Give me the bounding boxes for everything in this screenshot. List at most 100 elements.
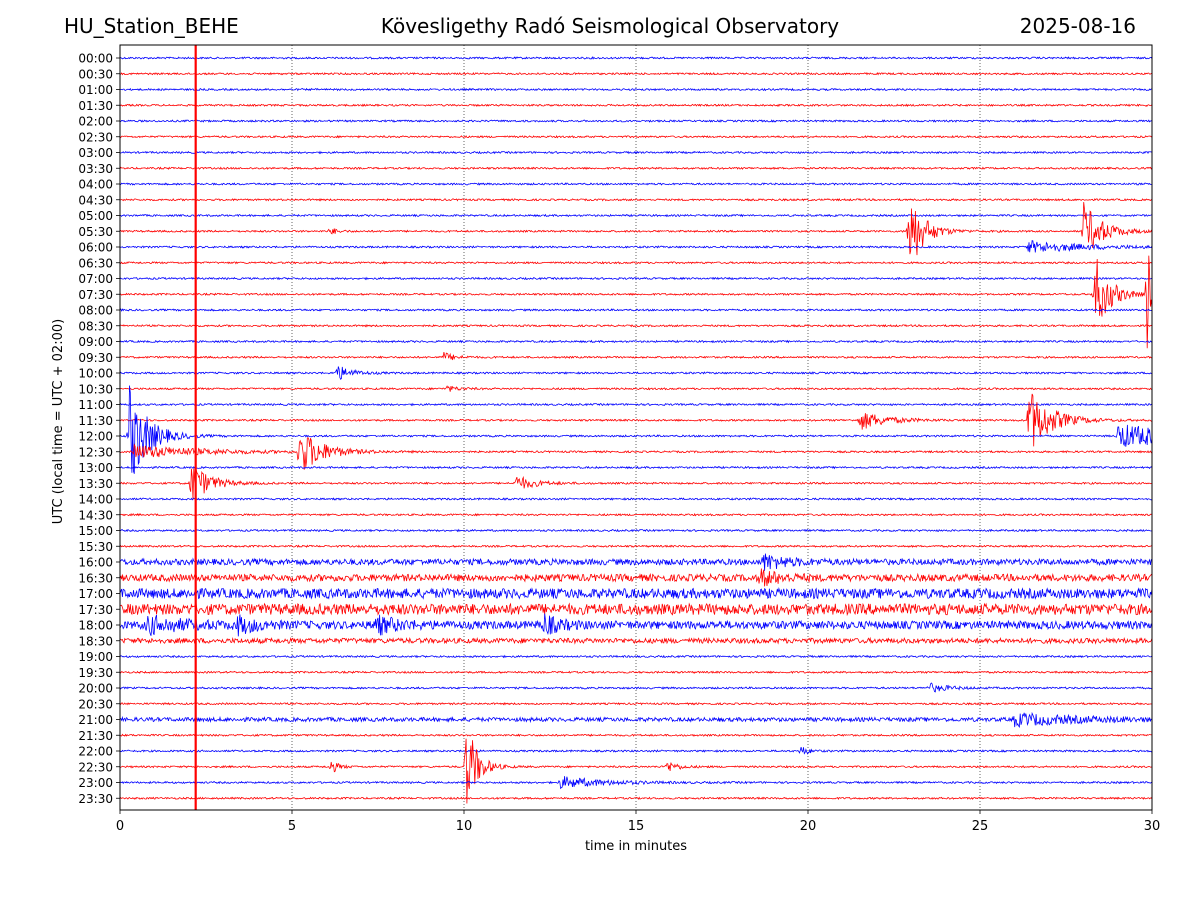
y-tick-label: 16:30 <box>78 571 113 585</box>
trace-0500 <box>120 213 1152 218</box>
y-tick-label: 22:00 <box>78 745 113 759</box>
trace-0630 <box>120 260 1152 265</box>
y-tick-label: 01:00 <box>78 83 113 97</box>
trace-2230 <box>120 738 1152 804</box>
x-tick-label: 0 <box>116 819 124 834</box>
trace-1630 <box>120 568 1152 587</box>
y-tick-label: 10:30 <box>78 382 113 396</box>
x-axis-label: time in minutes <box>585 839 687 854</box>
y-tick-label: 05:30 <box>78 225 113 239</box>
trace-1800 <box>120 613 1152 637</box>
trace-1900 <box>120 654 1152 659</box>
x-tick-label: 5 <box>288 819 296 834</box>
trace-2130 <box>120 733 1152 737</box>
trace-0300 <box>120 150 1152 155</box>
trace-2100 <box>120 711 1152 728</box>
x-tick-label: 20 <box>800 819 817 834</box>
y-tick-label: 23:00 <box>78 776 113 790</box>
y-tick-label: 11:00 <box>78 398 113 412</box>
trace-0900 <box>120 339 1152 344</box>
y-tick-label: 11:30 <box>78 414 113 428</box>
y-tick-label: 01:30 <box>78 99 113 113</box>
y-tick-label: 15:30 <box>78 540 113 554</box>
trace-1830 <box>120 636 1152 645</box>
trace-1230 <box>120 437 1152 470</box>
y-tick-label: 23:30 <box>78 792 113 806</box>
y-tick-label: 15:00 <box>78 524 113 538</box>
y-tick-label: 07:30 <box>78 288 113 302</box>
y-tick-label: 21:30 <box>78 729 113 743</box>
y-tick-label: 09:00 <box>78 335 113 349</box>
trace-0200 <box>120 119 1152 123</box>
y-tick-label: 08:00 <box>78 304 113 318</box>
trace-1500 <box>120 528 1152 533</box>
trace-0800 <box>120 308 1152 312</box>
x-tick-label: 30 <box>1144 819 1161 834</box>
trace-1730 <box>120 602 1152 617</box>
y-tick-label: 12:00 <box>78 430 113 444</box>
trace-0700 <box>120 276 1152 281</box>
y-tick-label: 13:00 <box>78 461 113 475</box>
y-tick-label: 03:30 <box>78 162 113 176</box>
y-tick-label: 00:30 <box>78 67 113 81</box>
y-tick-label: 04:00 <box>78 178 113 192</box>
y-tick-label: 09:30 <box>78 351 113 365</box>
trace-0400 <box>120 182 1152 186</box>
x-tick-label: 15 <box>628 819 645 834</box>
record-date: 2025-08-16 <box>1019 14 1136 38</box>
trace-0530 <box>120 202 1152 256</box>
y-tick-label: 20:00 <box>78 682 113 696</box>
y-tick-label: 14:00 <box>78 493 113 507</box>
trace-2330 <box>120 796 1152 801</box>
trace-1030 <box>120 385 1152 392</box>
y-tick-label: 07:00 <box>78 272 113 286</box>
y-tick-label: 06:00 <box>78 241 113 255</box>
trace-1600 <box>120 553 1152 571</box>
y-tick-label: 04:30 <box>78 193 113 207</box>
x-tick-label: 10 <box>456 819 473 834</box>
trace-0330 <box>120 166 1152 171</box>
trace-1700 <box>120 587 1152 600</box>
traces-group <box>120 56 1152 804</box>
trace-0230 <box>120 134 1152 139</box>
y-tick-label: 16:00 <box>78 556 113 570</box>
y-tick-label: 17:00 <box>78 587 113 601</box>
trace-1200 <box>120 385 1152 474</box>
trace-0930 <box>120 352 1152 361</box>
trace-0000 <box>120 56 1152 60</box>
trace-1300 <box>120 465 1152 470</box>
y-tick-label: 13:30 <box>78 477 113 491</box>
trace-1400 <box>120 497 1152 501</box>
trace-2300 <box>120 776 1152 790</box>
trace-0100 <box>120 87 1152 92</box>
x-tick-label: 25 <box>972 819 989 834</box>
trace-0730 <box>120 255 1152 349</box>
trace-2000 <box>120 682 1152 693</box>
y-tick-label: 03:00 <box>78 146 113 160</box>
trace-1430 <box>120 512 1152 517</box>
y-tick-label: 06:30 <box>78 256 113 270</box>
y-tick-label: 08:30 <box>78 319 113 333</box>
trace-0600 <box>120 240 1152 253</box>
trace-1100 <box>120 402 1152 407</box>
y-tick-label: 14:30 <box>78 508 113 522</box>
trace-1330 <box>120 468 1152 500</box>
y-tick-label: 18:00 <box>78 619 113 633</box>
y-axis-label: UTC (local time = UTC + 02:00) <box>51 319 66 524</box>
y-tick-label: 18:30 <box>78 634 113 648</box>
y-tick-label: 19:30 <box>78 666 113 680</box>
trace-0130 <box>120 103 1152 108</box>
trace-2030 <box>120 701 1152 706</box>
y-tick-label: 22:30 <box>78 760 113 774</box>
y-tick-label: 19:00 <box>78 650 113 664</box>
observatory-title: Kövesligethy Radó Seismological Observat… <box>380 14 840 38</box>
trace-2200 <box>120 747 1152 755</box>
trace-0030 <box>120 72 1152 76</box>
trace-1000 <box>120 366 1152 381</box>
trace-1530 <box>120 544 1152 548</box>
trace-0830 <box>120 323 1152 328</box>
y-tick-label: 12:30 <box>78 445 113 459</box>
y-tick-label: 17:30 <box>78 603 113 617</box>
y-tick-label: 02:30 <box>78 130 113 144</box>
